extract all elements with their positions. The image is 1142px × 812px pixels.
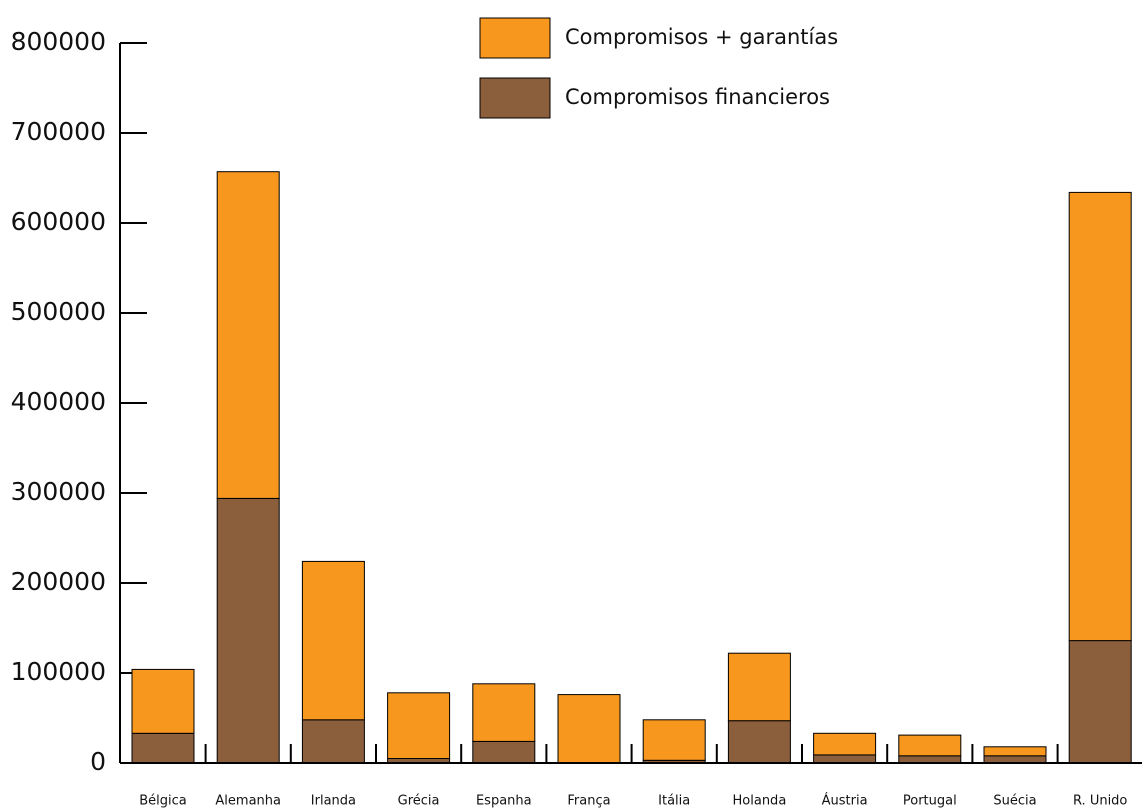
x-tick-label: Bélgica xyxy=(139,794,187,809)
bar-segment xyxy=(1068,191,1132,642)
bar-segment xyxy=(472,683,536,742)
bar-segment xyxy=(301,719,365,764)
y-tick-label: 800000 xyxy=(11,27,106,56)
bar-segment xyxy=(898,755,962,764)
bar-segment xyxy=(813,754,877,764)
bar-segment xyxy=(727,652,791,722)
x-tick-label: Grécia xyxy=(398,794,440,809)
bar-segment xyxy=(387,692,451,759)
y-tick-label: 0 xyxy=(90,747,106,776)
bar-segment xyxy=(557,694,621,764)
x-tick-label: Espanha xyxy=(476,794,532,809)
x-tick-label: Holanda xyxy=(733,794,787,809)
bar-segment xyxy=(898,734,962,757)
x-tick-label: Irlanda xyxy=(311,794,356,809)
bar-segment xyxy=(983,755,1047,764)
bar-segment xyxy=(131,668,195,734)
bar-segment xyxy=(472,740,536,764)
x-tick-label: Áustria xyxy=(822,793,868,809)
bar-segment xyxy=(1068,640,1132,764)
x-tick-label: França xyxy=(567,794,610,809)
bar-segment xyxy=(983,746,1047,757)
x-tick-label: Alemanha xyxy=(215,794,281,809)
x-tick-label: Itália xyxy=(658,794,690,809)
y-tick-label: 600000 xyxy=(11,207,106,236)
legend-label: Compromisos financieros xyxy=(565,85,830,109)
bar-segment xyxy=(301,560,365,721)
bar-segment xyxy=(727,720,791,764)
x-tick-label: R. Unido xyxy=(1073,794,1127,809)
y-tick-label: 400000 xyxy=(11,387,106,416)
legend-swatch xyxy=(479,77,551,119)
y-tick-label: 500000 xyxy=(11,297,106,326)
bar-segment xyxy=(642,719,706,761)
x-tick-label: Suécia xyxy=(993,794,1036,809)
y-tick-label: 100000 xyxy=(11,657,106,686)
legend-label: Compromisos + garantías xyxy=(565,25,838,49)
y-tick-label: 300000 xyxy=(11,477,106,506)
bar-segment xyxy=(813,732,877,756)
x-tick-label: Portugal xyxy=(903,794,957,809)
y-tick-label: 700000 xyxy=(11,117,106,146)
y-tick-label: 200000 xyxy=(11,567,106,596)
bar-segment xyxy=(131,732,195,764)
bar-segment xyxy=(216,497,280,764)
bar-segment xyxy=(216,171,280,499)
legend-swatch xyxy=(479,17,551,59)
